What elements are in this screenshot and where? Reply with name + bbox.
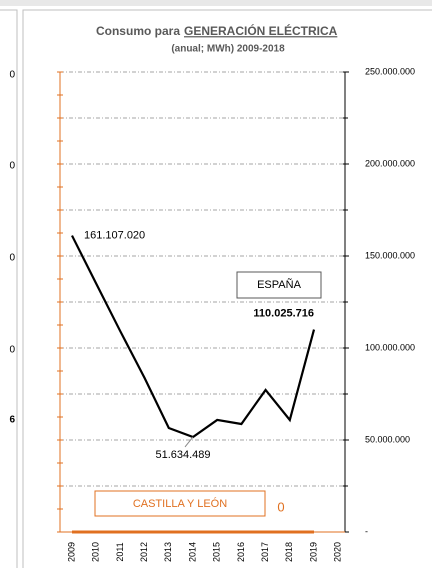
left-fragment-label: 0 xyxy=(9,253,15,264)
data-label: 161.107.020 xyxy=(84,229,145,241)
left-fragment-label: 0 xyxy=(9,345,15,356)
x-tick-label: 2013 xyxy=(163,542,173,562)
x-tick-label: 2010 xyxy=(91,542,101,562)
left-fragment-label: 0 xyxy=(9,161,15,172)
x-tick-label: 2017 xyxy=(260,542,270,562)
x-tick-label: 2020 xyxy=(333,542,343,562)
y-tick-label: 100.000.000 xyxy=(365,342,415,352)
y-tick-label: 250.000.000 xyxy=(365,66,415,76)
y-tick-label: - xyxy=(365,526,368,536)
y-tick-label: 50.000.000 xyxy=(365,434,410,444)
chart-panel xyxy=(22,9,432,568)
chart-subtitle: (anual; MWh) 2009-2018 xyxy=(171,44,285,55)
legend-box xyxy=(94,490,266,517)
left-fragment-label: 0 xyxy=(9,70,15,81)
data-label: 110.025.716 xyxy=(253,307,314,319)
chart-title: Consumo para xyxy=(96,24,180,38)
data-label: 0 xyxy=(277,499,284,514)
y-tick-label: 150.000.000 xyxy=(365,250,415,260)
x-tick-label: 2019 xyxy=(308,542,318,562)
left-panel xyxy=(0,9,18,568)
legend-label: ESPAÑA xyxy=(257,278,301,291)
legend-label: CASTILLA Y LEÓN xyxy=(133,497,227,510)
x-tick-label: 2009 xyxy=(66,542,76,562)
y-tick-label: 200.000.000 xyxy=(365,158,415,168)
left-fragment-label: 6 xyxy=(9,415,15,426)
x-tick-label: 2012 xyxy=(139,542,149,562)
x-tick-label: 2016 xyxy=(236,542,246,562)
leader-line xyxy=(184,436,194,448)
x-tick-label: 2018 xyxy=(284,542,294,562)
legend-box xyxy=(236,271,322,299)
shadow xyxy=(0,0,432,6)
x-tick-label: 2015 xyxy=(212,542,222,562)
x-tick-label: 2014 xyxy=(187,542,197,562)
data-label: 51.634.489 xyxy=(155,449,210,461)
x-tick-label: 2011 xyxy=(115,542,125,561)
chart-title-underlined: GENERACIÓN ELÉCTRICA xyxy=(184,23,338,38)
